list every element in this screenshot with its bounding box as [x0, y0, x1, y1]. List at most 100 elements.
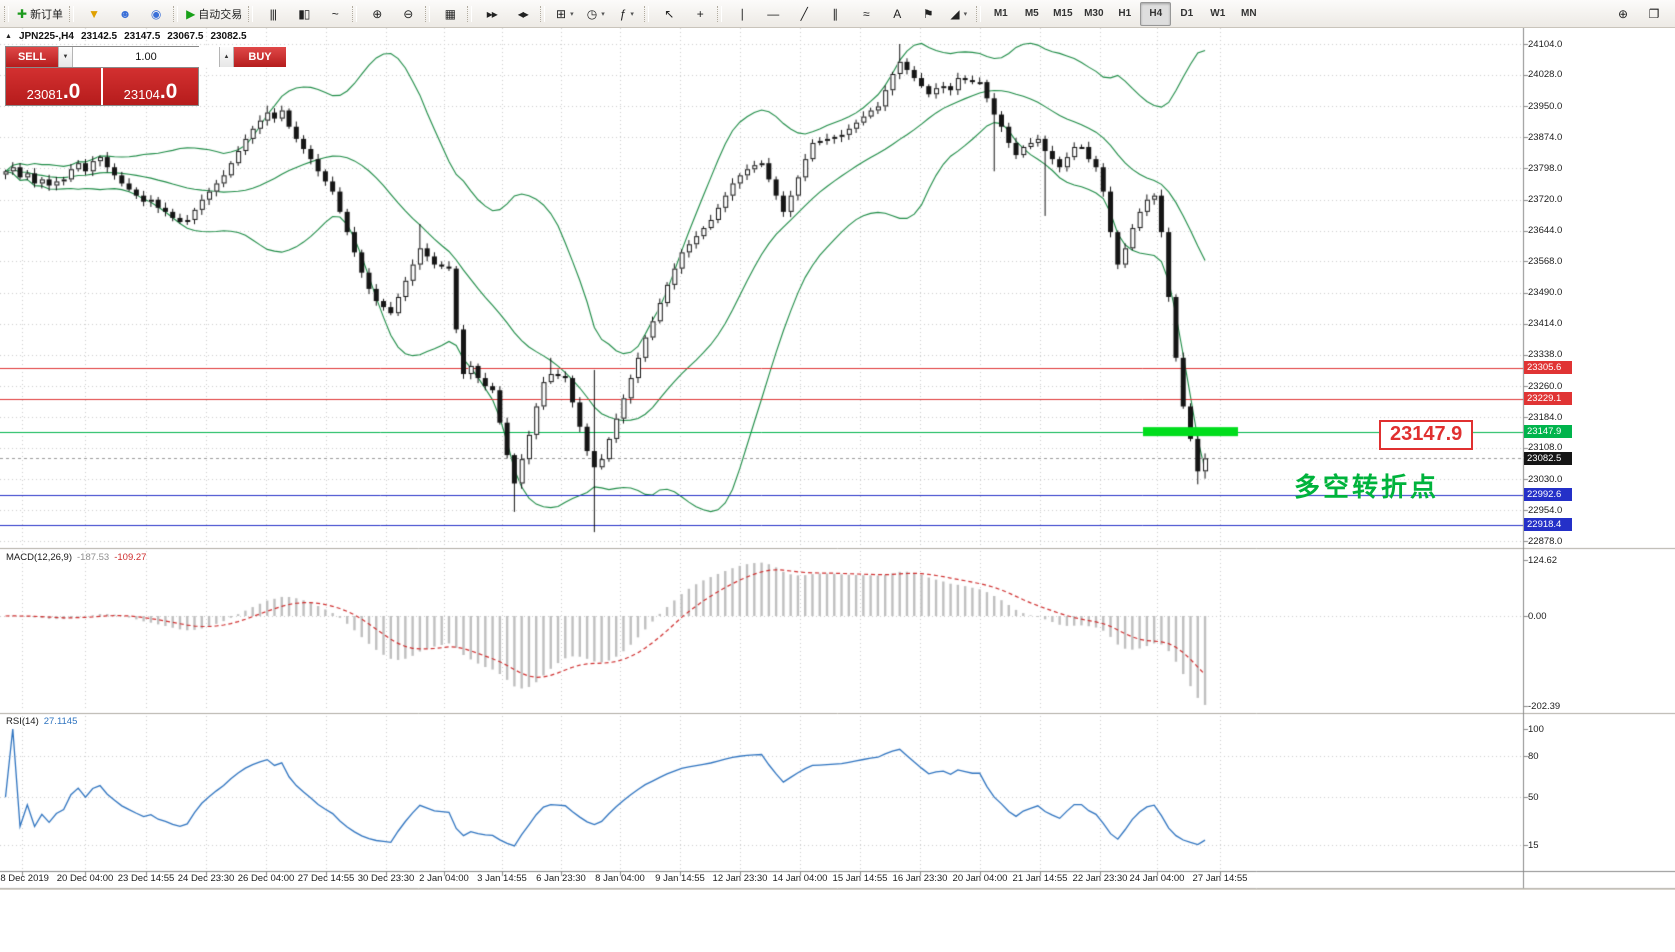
- auto-scroll-icon: ▸▸: [486, 6, 498, 21]
- time-axis-label: 24 Jan 04:00: [1129, 873, 1185, 884]
- horizontal-line-button[interactable]: ―: [757, 2, 788, 26]
- time-axis-label: 8 Jan 04:00: [595, 873, 645, 884]
- tf-mn-button[interactable]: MN: [1233, 2, 1264, 26]
- toolbar-drag-handle[interactable]: [467, 5, 473, 22]
- toolbar-group-autotrading: ▶ 自动交易: [171, 0, 246, 27]
- price-axis-label: 23338.0: [1528, 349, 1563, 361]
- bar-chart-button[interactable]: |||: [257, 2, 288, 26]
- text-button[interactable]: A: [881, 2, 912, 26]
- time-axis-label: 21 Jan 14:55: [1012, 873, 1068, 884]
- shapes-button[interactable]: ◢ ▾: [943, 2, 974, 26]
- tf-d1-button[interactable]: D1: [1171, 2, 1202, 26]
- time-axis-label: 24 Dec 23:30: [177, 873, 235, 884]
- cursor-button[interactable]: ↖: [653, 2, 684, 26]
- autotrading-button-label: 自动交易: [198, 8, 243, 21]
- auto-scroll-button[interactable]: ▸▸: [476, 2, 507, 26]
- news-button[interactable]: ◉: [140, 2, 171, 26]
- volume-input[interactable]: [73, 47, 219, 67]
- quick-zoom-button[interactable]: ⊕: [1607, 2, 1638, 26]
- time-axis-label: 30 Dec 23:30: [357, 873, 415, 884]
- price-axis-label: 23568.0: [1528, 255, 1563, 267]
- tile-windows-icon: ▦: [444, 6, 456, 21]
- macd-axis-label: -202.39: [1528, 700, 1561, 712]
- tf-w1-button[interactable]: W1: [1202, 2, 1233, 26]
- price-level-badge: 22918.4: [1524, 518, 1572, 532]
- toolbar-drag-handle[interactable]: [4, 5, 9, 22]
- time-axis-label: 27 Jan 14:55: [1192, 873, 1248, 884]
- new-chart-icon: ⊞: [556, 6, 566, 21]
- toolbar-drag-handle[interactable]: [717, 5, 723, 22]
- sell-price-panel[interactable]: 23081 .0: [6, 68, 101, 105]
- price-level-badge: 23229.1: [1524, 392, 1572, 406]
- time-axis-label: 20 Dec 04:00: [56, 873, 114, 884]
- price-axis-label: 23490.0: [1528, 287, 1563, 299]
- current-price-badge: 23082.5: [1524, 451, 1572, 465]
- signals-button[interactable]: ☻: [109, 2, 140, 26]
- new-order-button[interactable]: ✚ 新订单: [13, 2, 67, 26]
- tf-h4-button[interactable]: H4: [1140, 1, 1172, 26]
- toolbar-drag-handle[interactable]: [69, 5, 75, 22]
- price-level-badge: 22992.6: [1524, 488, 1572, 502]
- buy-button[interactable]: BUY: [234, 47, 286, 67]
- turning-point-note[interactable]: 多空转折点: [1294, 472, 1440, 502]
- buy-price-panel[interactable]: 23104 .0: [103, 68, 198, 105]
- tf-m1-button[interactable]: M1: [985, 2, 1016, 26]
- news-icon: ◉: [150, 6, 162, 21]
- time-axis-label: 22 Jan 23:30: [1072, 873, 1128, 884]
- toolbar-drag-handle[interactable]: [540, 5, 546, 22]
- crosshair-button[interactable]: +: [684, 2, 715, 26]
- fibonacci-button[interactable]: ≈: [850, 2, 881, 26]
- time-axis-label: 26 Dec 04:00: [237, 873, 295, 884]
- time-axis-label: 16 Jan 23:30: [892, 873, 948, 884]
- label-button[interactable]: ⚑: [912, 2, 943, 26]
- line-chart-icon: ~: [331, 6, 339, 21]
- rsi-axis-label: 50: [1528, 791, 1539, 803]
- indicators-button[interactable]: ƒ ▾: [611, 2, 642, 26]
- market-button[interactable]: ▼: [78, 2, 109, 26]
- symbol-name: JPN225-,H4: [18, 31, 74, 42]
- toolbar-drag-handle[interactable]: [644, 5, 650, 22]
- time-axis-label: 20 Jan 04:00: [952, 873, 1008, 884]
- channel-icon: ∥: [832, 6, 838, 21]
- sell-button[interactable]: SELL: [6, 47, 58, 67]
- toolbar-drag-handle[interactable]: [425, 5, 431, 22]
- vertical-line-icon: ∣: [739, 6, 745, 21]
- toolbar-drag-handle[interactable]: [173, 5, 179, 22]
- price-callout-box[interactable]: 23147.9: [1379, 420, 1474, 450]
- toolbar-drag-handle[interactable]: [352, 5, 358, 22]
- volume-increase-button[interactable]: ▲: [219, 47, 234, 67]
- layouts-button[interactable]: ❐: [1638, 2, 1669, 26]
- rsi-axis-label: 100: [1528, 723, 1544, 735]
- collapse-arrow-icon[interactable]: ▲: [5, 33, 12, 40]
- new-chart-button[interactable]: ⊞ ▾: [549, 2, 580, 26]
- tf-m15-button[interactable]: M15: [1047, 2, 1078, 26]
- macd-axis-label: 0.00: [1528, 610, 1547, 622]
- vertical-line-button[interactable]: ∣: [726, 2, 757, 26]
- trendline-button[interactable]: ╱: [788, 2, 819, 26]
- tf-m5-button[interactable]: M5: [1016, 2, 1047, 26]
- toolbar-drag-handle[interactable]: [248, 5, 254, 22]
- tf-h1-button[interactable]: H1: [1109, 2, 1140, 26]
- chart-shift-icon: ◂▸: [517, 6, 529, 21]
- autotrading-button[interactable]: ▶ 自动交易: [182, 2, 246, 26]
- profiles-button[interactable]: ◷ ▾: [580, 2, 611, 26]
- macd-axis-label: 124.62: [1528, 554, 1558, 566]
- price-axis-label: 23798.0: [1528, 162, 1563, 174]
- candlestick-chart-button[interactable]: ▮▯: [288, 2, 319, 26]
- tf-m30-button[interactable]: M30: [1078, 2, 1109, 26]
- dropdown-caret-icon: ▾: [630, 10, 634, 18]
- toolbar-drag-handle[interactable]: [976, 5, 982, 22]
- toolbar-group-draw: ∣ ― ╱ ∥ ≈ A ⚑ ◢ ▾: [715, 0, 974, 27]
- channel-button[interactable]: ∥: [819, 2, 850, 26]
- zoom-out-button[interactable]: ⊖: [392, 2, 423, 26]
- volume-decrease-button[interactable]: ▼: [58, 47, 73, 67]
- line-chart-button[interactable]: ~: [319, 2, 350, 26]
- chart-shift-button[interactable]: ◂▸: [507, 2, 538, 26]
- price-axis-label: 24028.0: [1528, 69, 1563, 81]
- price-level-badge: 23147.9: [1524, 425, 1572, 439]
- tile-windows-button[interactable]: ▦: [434, 2, 465, 26]
- horizontal-line-icon: ―: [767, 6, 779, 21]
- zoom-in-button[interactable]: ⊕: [361, 2, 392, 26]
